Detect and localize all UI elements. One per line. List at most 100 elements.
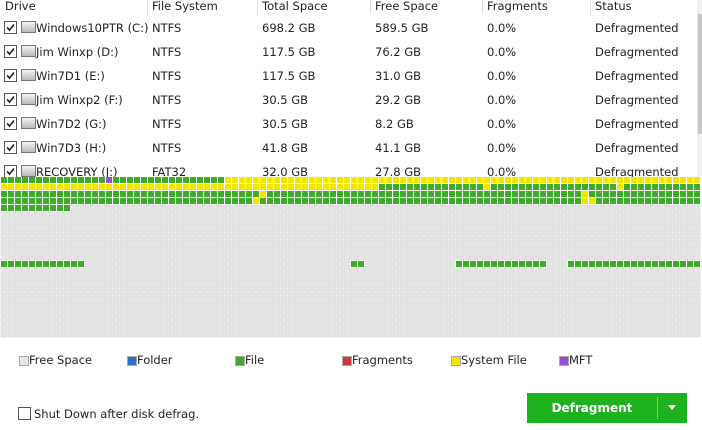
column-header[interactable]: Fragments [487,0,548,13]
cluster-block [365,184,371,190]
column-header[interactable]: File System [152,0,218,13]
cluster-block [56,330,64,338]
cluster-block [490,288,498,296]
cluster-block [148,198,154,204]
cluster-block [63,239,71,247]
cluster-block [140,288,148,296]
cluster-block [161,309,169,317]
cluster-block [539,281,547,289]
cluster-block [533,184,539,190]
cluster-block [119,330,127,338]
cluster-block [217,260,225,268]
cluster-block [49,302,57,310]
cluster-block [98,232,106,240]
cluster-block [637,246,645,254]
cluster-block [204,191,210,197]
legend-swatch [451,356,461,366]
cluster-block [259,330,267,338]
cluster-block [497,274,505,282]
scroll-thumb[interactable] [698,14,702,134]
cluster-block [498,184,504,190]
cluster-block [448,239,456,247]
cluster-block [546,302,554,310]
cluster-block [364,288,372,296]
cluster-block [0,253,8,261]
cluster-block [371,302,379,310]
defragment-button[interactable]: Defragment [527,393,687,423]
cluster-block [155,177,161,183]
cluster-block [686,211,694,219]
dropdown-arrow[interactable] [667,405,677,411]
cluster-block [57,261,63,267]
cluster-block [574,204,582,212]
row-checkbox[interactable] [4,117,17,130]
cluster-block [49,246,57,254]
cluster-block [609,218,617,226]
cluster-block [672,330,680,338]
row-checkbox[interactable] [4,21,17,34]
cluster-block [147,239,155,247]
cluster-block [280,274,288,282]
cluster-block [630,281,638,289]
column-header[interactable]: Free Space [375,0,439,13]
cluster-block [203,295,211,303]
cluster-block [413,316,421,324]
cluster-block [231,204,239,212]
cluster-block [434,295,442,303]
cluster-block [581,302,589,310]
cluster-block [322,281,330,289]
header-separator [147,0,148,14]
cluster-block [245,211,253,219]
cluster-block [182,288,190,296]
cluster-block [441,211,449,219]
cluster-block [596,261,602,267]
cluster-block [616,232,624,240]
cluster-block [238,246,246,254]
column-header[interactable]: Total Space [262,0,328,13]
row-checkbox[interactable] [4,45,17,58]
cluster-block [63,288,71,296]
cluster-block [686,239,694,247]
cluster-block [518,246,526,254]
cluster-block [574,295,582,303]
row-checkbox[interactable] [4,69,17,82]
cluster-block [21,232,29,240]
cluster-block [190,198,196,204]
cluster-block [203,274,211,282]
column-header[interactable]: Status [595,0,632,13]
cluster-block [497,211,505,219]
cluster-block [71,177,77,183]
row-checkbox[interactable] [4,165,17,177]
cluster-block [210,267,218,275]
cluster-block [21,246,29,254]
cluster-block [420,204,428,212]
cluster-block [609,232,617,240]
row-checkbox[interactable] [4,93,17,106]
row-checkbox[interactable] [4,141,17,154]
cluster-block [413,267,421,275]
cluster-block [350,232,358,240]
cluster-block [399,309,407,317]
legend-label: MFT [569,353,593,367]
column-header[interactable]: Drive [5,0,36,13]
cluster-block [281,191,287,197]
button-label[interactable]: Defragment [551,401,633,415]
cluster-block [140,239,148,247]
cluster-block [448,232,456,240]
shutdown-checkbox[interactable] [18,407,31,420]
cluster-block [70,288,78,296]
cluster-block [294,211,302,219]
cluster-block [539,330,547,338]
cluster-block [511,246,519,254]
cluster-block [14,253,22,261]
cluster-block [266,260,274,268]
cluster-block [267,177,273,183]
cluster-block [49,323,57,331]
cluster-block [462,267,470,275]
cluster-block [476,281,484,289]
cluster-block [0,211,8,219]
cluster-block [372,198,378,204]
cluster-block [189,295,197,303]
cluster-block [112,204,120,212]
cluster-block [630,253,638,261]
